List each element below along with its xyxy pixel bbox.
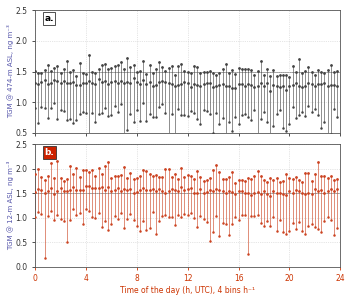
X-axis label: Time of the day (h, UTC), 4 bins h⁻¹: Time of the day (h, UTC), 4 bins h⁻¹ [120,286,255,295]
Text: a.: a. [44,14,54,23]
Y-axis label: TGM @ 474-m ASL, ng m⁻³: TGM @ 474-m ASL, ng m⁻³ [7,25,14,118]
Text: b.: b. [44,148,54,157]
Y-axis label: TGM @ 12-m ASL, ng m⁻³: TGM @ 12-m ASL, ng m⁻³ [7,161,14,250]
